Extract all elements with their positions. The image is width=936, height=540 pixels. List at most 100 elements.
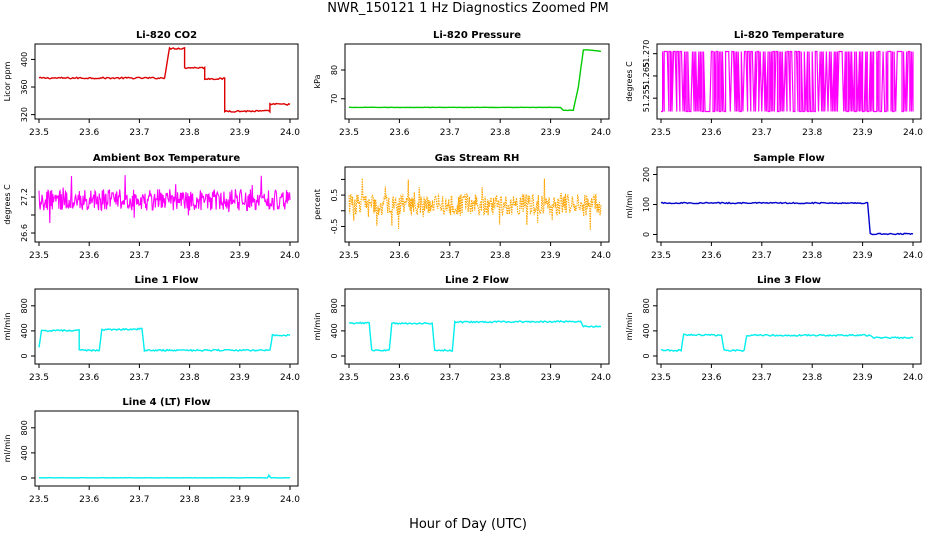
series-line — [38, 46, 291, 114]
y-tick-label: 400 — [20, 323, 29, 338]
y-tick-label: -0.5 — [330, 219, 339, 235]
plot-frame — [344, 166, 610, 243]
y-tick-label: 0 — [330, 353, 339, 358]
x-tick-label: 23.8 — [490, 251, 510, 261]
y-tick-label: 51.255 — [642, 84, 651, 112]
panel-line2: Line 2 Flow ml/min 23.5 23.6 23.7 23.8 23.9 24.… — [313, 275, 611, 383]
x-tick-label: 23.8 — [802, 251, 822, 261]
series-line — [661, 333, 914, 352]
series-line — [39, 473, 291, 479]
y-tick-label: 800 — [20, 420, 29, 435]
panel-pressure: Li-820 Pressure kPa 23.5 23.6 23.7 23.8 23.9 24… — [313, 30, 611, 138]
x-tick-label: 23.8 — [802, 373, 822, 383]
x-tick-label: 23.5 — [29, 495, 49, 505]
y-tick-label: 0 — [642, 232, 651, 237]
x-tick-label: 23.9 — [230, 128, 250, 138]
x-tick-label: 23.6 — [701, 128, 721, 138]
y-axis-label: Licor ppm — [3, 61, 12, 101]
x-tick-label: 23.9 — [853, 251, 873, 261]
x-tick-label: 23.6 — [79, 373, 99, 383]
series-line — [348, 320, 601, 352]
panel-title: Li-820 Temperature — [734, 30, 844, 41]
y-tick-label: 70 — [330, 94, 339, 104]
panel-title: Li-820 CO2 — [136, 30, 197, 41]
x-tick-label: 23.9 — [853, 128, 873, 138]
page-title: NWR_150121 1 Hz Diagnostics Zoomed PM — [327, 1, 609, 16]
x-tick-label: 24.0 — [903, 128, 923, 138]
y-tick-label: 26.6 — [20, 224, 29, 242]
y-tick-label: 51.265 — [642, 62, 651, 90]
panel-co2: Li-820 CO2 Licor ppm 23.5 23.6 23.7 23.8 23.9 2… — [3, 30, 300, 138]
panel-li820temp: Li-820 Temperature degrees C 23.5 23.6 23.7 2… — [625, 30, 923, 138]
plot-frame — [34, 288, 299, 365]
x-tick-label: 23.5 — [651, 128, 671, 138]
y-axis-label: ml/min — [313, 313, 322, 341]
plot-frame — [344, 288, 610, 365]
x-tick-label: 23.7 — [129, 495, 149, 505]
x-tick-label: 23.6 — [79, 128, 99, 138]
x-tick-label: 23.9 — [230, 495, 250, 505]
y-tick-label: 400 — [20, 52, 29, 67]
panel-title: Gas Stream RH — [435, 153, 520, 164]
y-tick-label: 200 — [642, 167, 651, 182]
x-tick-label: 24.0 — [903, 251, 923, 261]
y-tick-label: 0 — [20, 353, 29, 358]
series-line — [38, 175, 291, 224]
x-axis-caption: Hour of Day (UTC) — [409, 517, 527, 532]
panel-title: Line 4 (LT) Flow — [122, 397, 210, 408]
x-tick-label: 23.5 — [29, 128, 49, 138]
x-tick-label: 23.7 — [752, 251, 772, 261]
x-tick-label: 24.0 — [280, 373, 300, 383]
y-tick-label: 51.270 — [642, 40, 651, 68]
plot-frame — [34, 410, 299, 487]
x-tick-label: 23.9 — [230, 251, 250, 261]
x-tick-label: 23.7 — [752, 128, 772, 138]
x-tick-label: 23.8 — [490, 373, 510, 383]
plot-frame — [344, 43, 610, 120]
x-tick-label: 23.8 — [180, 495, 200, 505]
x-tick-label: 23.5 — [29, 373, 49, 383]
x-tick-label: 24.0 — [591, 373, 611, 383]
x-tick-label: 23.7 — [440, 251, 460, 261]
y-tick-label: 0 — [642, 353, 651, 358]
y-tick-label: 0 — [20, 475, 29, 480]
plot-frame — [656, 166, 922, 243]
y-axis-label: ml/min — [625, 313, 634, 341]
panel-rh: Gas Stream RH percent 23.5 23.6 23.7 23.8 23.9… — [313, 153, 611, 261]
x-tick-label: 23.7 — [129, 251, 149, 261]
x-tick-label: 24.0 — [280, 495, 300, 505]
series-line — [348, 49, 602, 112]
plot-frame — [656, 288, 922, 365]
x-tick-label: 23.8 — [802, 128, 822, 138]
y-tick-label: 800 — [330, 298, 339, 313]
y-tick-label: 800 — [20, 298, 29, 313]
panel-title: Sample Flow — [753, 153, 825, 164]
y-axis-label: ml/min — [625, 191, 634, 219]
y-axis-label: ml/min — [3, 435, 12, 463]
panel-line4: Line 4 (LT) Flow ml/min 23.5 23.6 23.7 23.8 23… — [3, 397, 300, 505]
x-tick-label: 23.5 — [651, 373, 671, 383]
x-tick-label: 23.5 — [339, 251, 359, 261]
x-tick-label: 23.9 — [853, 373, 873, 383]
x-tick-label: 23.6 — [389, 251, 409, 261]
plot-frame — [34, 43, 299, 120]
y-axis-label: kPa — [313, 74, 322, 88]
x-tick-label: 24.0 — [280, 251, 300, 261]
x-tick-label: 24.0 — [280, 128, 300, 138]
panel-line3: Line 3 Flow ml/min 23.5 23.6 23.7 23.8 23.9 24.… — [625, 275, 923, 383]
x-tick-label: 23.6 — [79, 251, 99, 261]
x-tick-label: 23.9 — [541, 373, 561, 383]
y-axis-label: degrees C — [3, 184, 12, 225]
y-tick-label: 400 — [20, 445, 29, 460]
x-tick-label: 23.7 — [440, 373, 460, 383]
x-tick-label: 23.6 — [79, 495, 99, 505]
x-tick-label: 23.8 — [180, 128, 200, 138]
x-tick-label: 24.0 — [903, 373, 923, 383]
panel-ambient: Ambient Box Temperature degrees C 23.5 23.6… — [3, 153, 300, 261]
series-line — [661, 50, 914, 113]
plot-frame — [656, 43, 922, 120]
x-tick-label: 23.7 — [440, 128, 460, 138]
x-tick-label: 23.6 — [389, 373, 409, 383]
y-tick-label: 320 — [20, 107, 29, 122]
plot-frame — [34, 166, 299, 243]
